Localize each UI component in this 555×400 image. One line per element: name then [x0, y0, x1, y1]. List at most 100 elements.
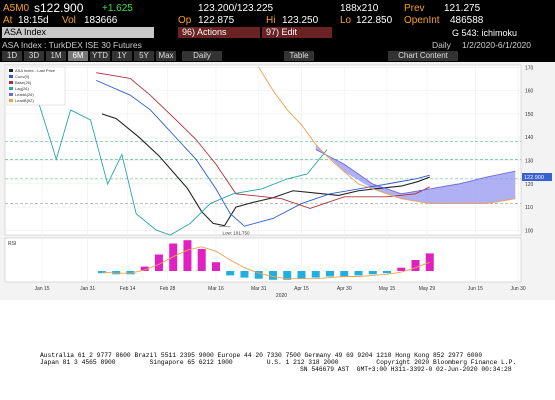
rsi-bar: [154, 254, 163, 271]
range-button[interactable]: 1Y: [112, 51, 132, 61]
rsi-bar: [254, 271, 263, 279]
rsi-title: RSI: [8, 241, 16, 247]
rsi-panel: [4, 237, 522, 283]
rsi-bar: [311, 271, 320, 278]
x-year-label: 2020: [276, 293, 287, 299]
y-tick-label: 170: [525, 65, 534, 71]
legend-swatch: [9, 81, 13, 84]
rsi-bar: [340, 271, 349, 277]
range-button[interactable]: Max: [156, 51, 176, 61]
legend-label: LeadB(52): [15, 98, 34, 103]
low-annotation: Low: 101.750: [223, 230, 251, 235]
x-tick-label: Jun 15: [468, 286, 483, 292]
rsi-bar: [197, 249, 206, 271]
legend-label: Conv(9): [15, 74, 30, 79]
chart-content-button[interactable]: Chart Content: [388, 51, 458, 61]
rsi-bar: [126, 271, 135, 275]
rsi-line: [101, 246, 430, 280]
hi-label: Hi: [266, 15, 276, 26]
legend-swatch: [9, 99, 13, 102]
legend-label: Base(26): [15, 80, 32, 85]
series-line: [96, 72, 430, 209]
series-line: [10, 94, 328, 236]
table-button[interactable]: Table: [284, 51, 314, 61]
x-tick-label: Mar 31: [251, 286, 267, 292]
at-label: At: [3, 15, 13, 26]
rsi-bar: [112, 271, 121, 275]
x-tick-label: Jan 31: [80, 286, 95, 292]
x-tick-label: May 15: [379, 286, 396, 292]
oi-label: OpenInt: [404, 15, 440, 26]
bid-ask: 123.200/123.225: [198, 3, 274, 14]
x-tick-label: Feb 14: [120, 286, 136, 292]
y-tick-label: 100: [525, 228, 534, 234]
y-tick-label: 130: [525, 158, 534, 164]
main-panel: [4, 64, 522, 236]
lo: 122.850: [356, 15, 393, 26]
date-range: 1/2/2020-6/1/2020: [462, 40, 532, 50]
legend-label: LeadA(26): [15, 92, 34, 97]
rsi-bar: [268, 271, 277, 280]
change: +1.625: [102, 3, 133, 14]
size: 188x210: [340, 3, 379, 14]
period: Daily: [432, 40, 451, 50]
rsi-bar: [240, 271, 249, 278]
y-tick-label: 110: [525, 205, 533, 211]
range-button[interactable]: 1D: [2, 51, 22, 61]
rsi-bar: [211, 262, 220, 271]
prev-label: Prev: [404, 3, 425, 14]
legend-swatch: [9, 69, 13, 72]
rsi-bar: [411, 260, 420, 271]
rsi-bar: [354, 271, 363, 276]
rsi-bar: [368, 271, 377, 275]
rsi-bar: [183, 240, 192, 271]
range-button[interactable]: YTD: [90, 51, 110, 61]
x-tick-label: Jun 30: [511, 286, 526, 292]
ticker: A5M0: [3, 3, 30, 14]
footer-line: SN 546679 AST GMT+3:00 H311-3392-0 02-Ju…: [300, 366, 512, 373]
rsi-bar: [226, 271, 235, 276]
last: s122.900: [34, 1, 84, 15]
actions-menu[interactable]: 96) Actions: [178, 27, 260, 38]
range-button[interactable]: 5Y: [134, 51, 154, 61]
vol: 183666: [84, 15, 118, 26]
x-tick-label: Mar 16: [208, 286, 224, 292]
range-button[interactable]: 6M: [68, 51, 88, 61]
x-tick-label: Feb 28: [160, 286, 176, 292]
range-button[interactable]: 1M: [46, 51, 66, 61]
frequency-button[interactable]: Daily: [182, 51, 222, 61]
oi: 486588: [450, 15, 484, 26]
description: ASA Index : TurkDEX ISE 30 Futures: [2, 40, 142, 50]
legend-swatch: [9, 93, 13, 96]
chart: 100 110 120 130 140 150 160 170 Jan 15 Jan 31 Feb …: [0, 62, 555, 300]
legend-swatch: [9, 75, 13, 78]
range-button[interactable]: 3D: [24, 51, 44, 61]
footer-line: Australia 61 2 9777 8600 Brazil 5511 239…: [40, 352, 483, 359]
x-tick-label: Jan 15: [35, 286, 50, 292]
legend: ASA Index - Last PriceConv(9)Base(26)Lag…: [6, 66, 66, 106]
rsi-bar: [297, 271, 306, 279]
security-field[interactable]: ASA Index: [2, 27, 154, 38]
series-line: [101, 113, 430, 227]
footer-line: Japan 81 3 4565 8900 Singapore 65 6212 1…: [40, 359, 517, 366]
series-line: [315, 149, 516, 195]
prev: 121.275: [444, 3, 481, 14]
rsi-bar: [397, 267, 406, 271]
x-tick-label: May 29: [419, 286, 436, 292]
last-price-label: 122.900: [524, 175, 544, 181]
time: 18:15d: [18, 15, 49, 26]
y-tick-label: 150: [525, 112, 534, 118]
rsi-bar: [325, 271, 334, 277]
x-tick-label: Apr 15: [294, 286, 309, 292]
edit-menu[interactable]: 97) Edit: [262, 27, 332, 38]
rsi-bar: [169, 243, 178, 271]
legend-box: [6, 66, 66, 106]
y-tick-label: 120: [525, 182, 534, 188]
hi: 123.250: [282, 15, 319, 26]
rsi-bar: [383, 271, 392, 274]
x-tick-label: Apr 30: [337, 286, 352, 292]
rsi-bar: [283, 271, 292, 280]
legend-label: ASA Index - Last Price: [15, 68, 56, 73]
y-tick-label: 160: [525, 89, 534, 95]
